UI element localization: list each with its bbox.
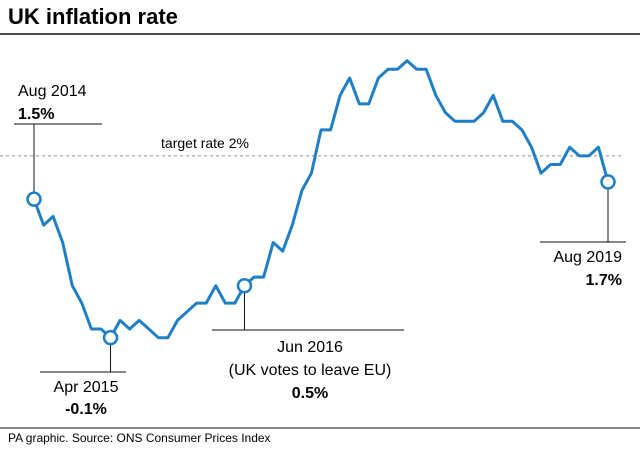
annotation-sublabel-2: (UK votes to leave EU) (229, 362, 392, 379)
target-rate-label: target rate 2% (161, 135, 249, 151)
annotation-label-2: Jun 2016 (277, 339, 343, 356)
source-note: PA graphic. Source: ONS Consumer Prices … (8, 431, 271, 445)
annotation-marker-2 (236, 277, 253, 294)
annotation-value-1: -0.1% (65, 401, 107, 418)
inflation-series-line (32, 59, 610, 340)
annotation-label-1: Apr 2015 (54, 379, 119, 396)
annotation-marker-0 (26, 191, 42, 207)
annotation-label-3: Aug 2019 (553, 249, 622, 266)
annotation-label-0: Aug 2014 (18, 83, 87, 100)
annotation-value-0: 1.5% (18, 106, 54, 123)
annotation-value-3: 1.7% (586, 272, 622, 289)
annotation-layer: Aug 2014 1.5% Apr 2015 -0.1% Jun 2016 (UK vot… (14, 83, 626, 418)
annotation-marker-3 (600, 174, 616, 190)
target-layer: target rate 2% (0, 135, 622, 157)
chart-title: UK inflation rate (8, 4, 178, 29)
series-layer (32, 59, 610, 340)
annotation-marker-1 (102, 329, 119, 346)
annotation-value-2: 0.5% (292, 385, 328, 402)
